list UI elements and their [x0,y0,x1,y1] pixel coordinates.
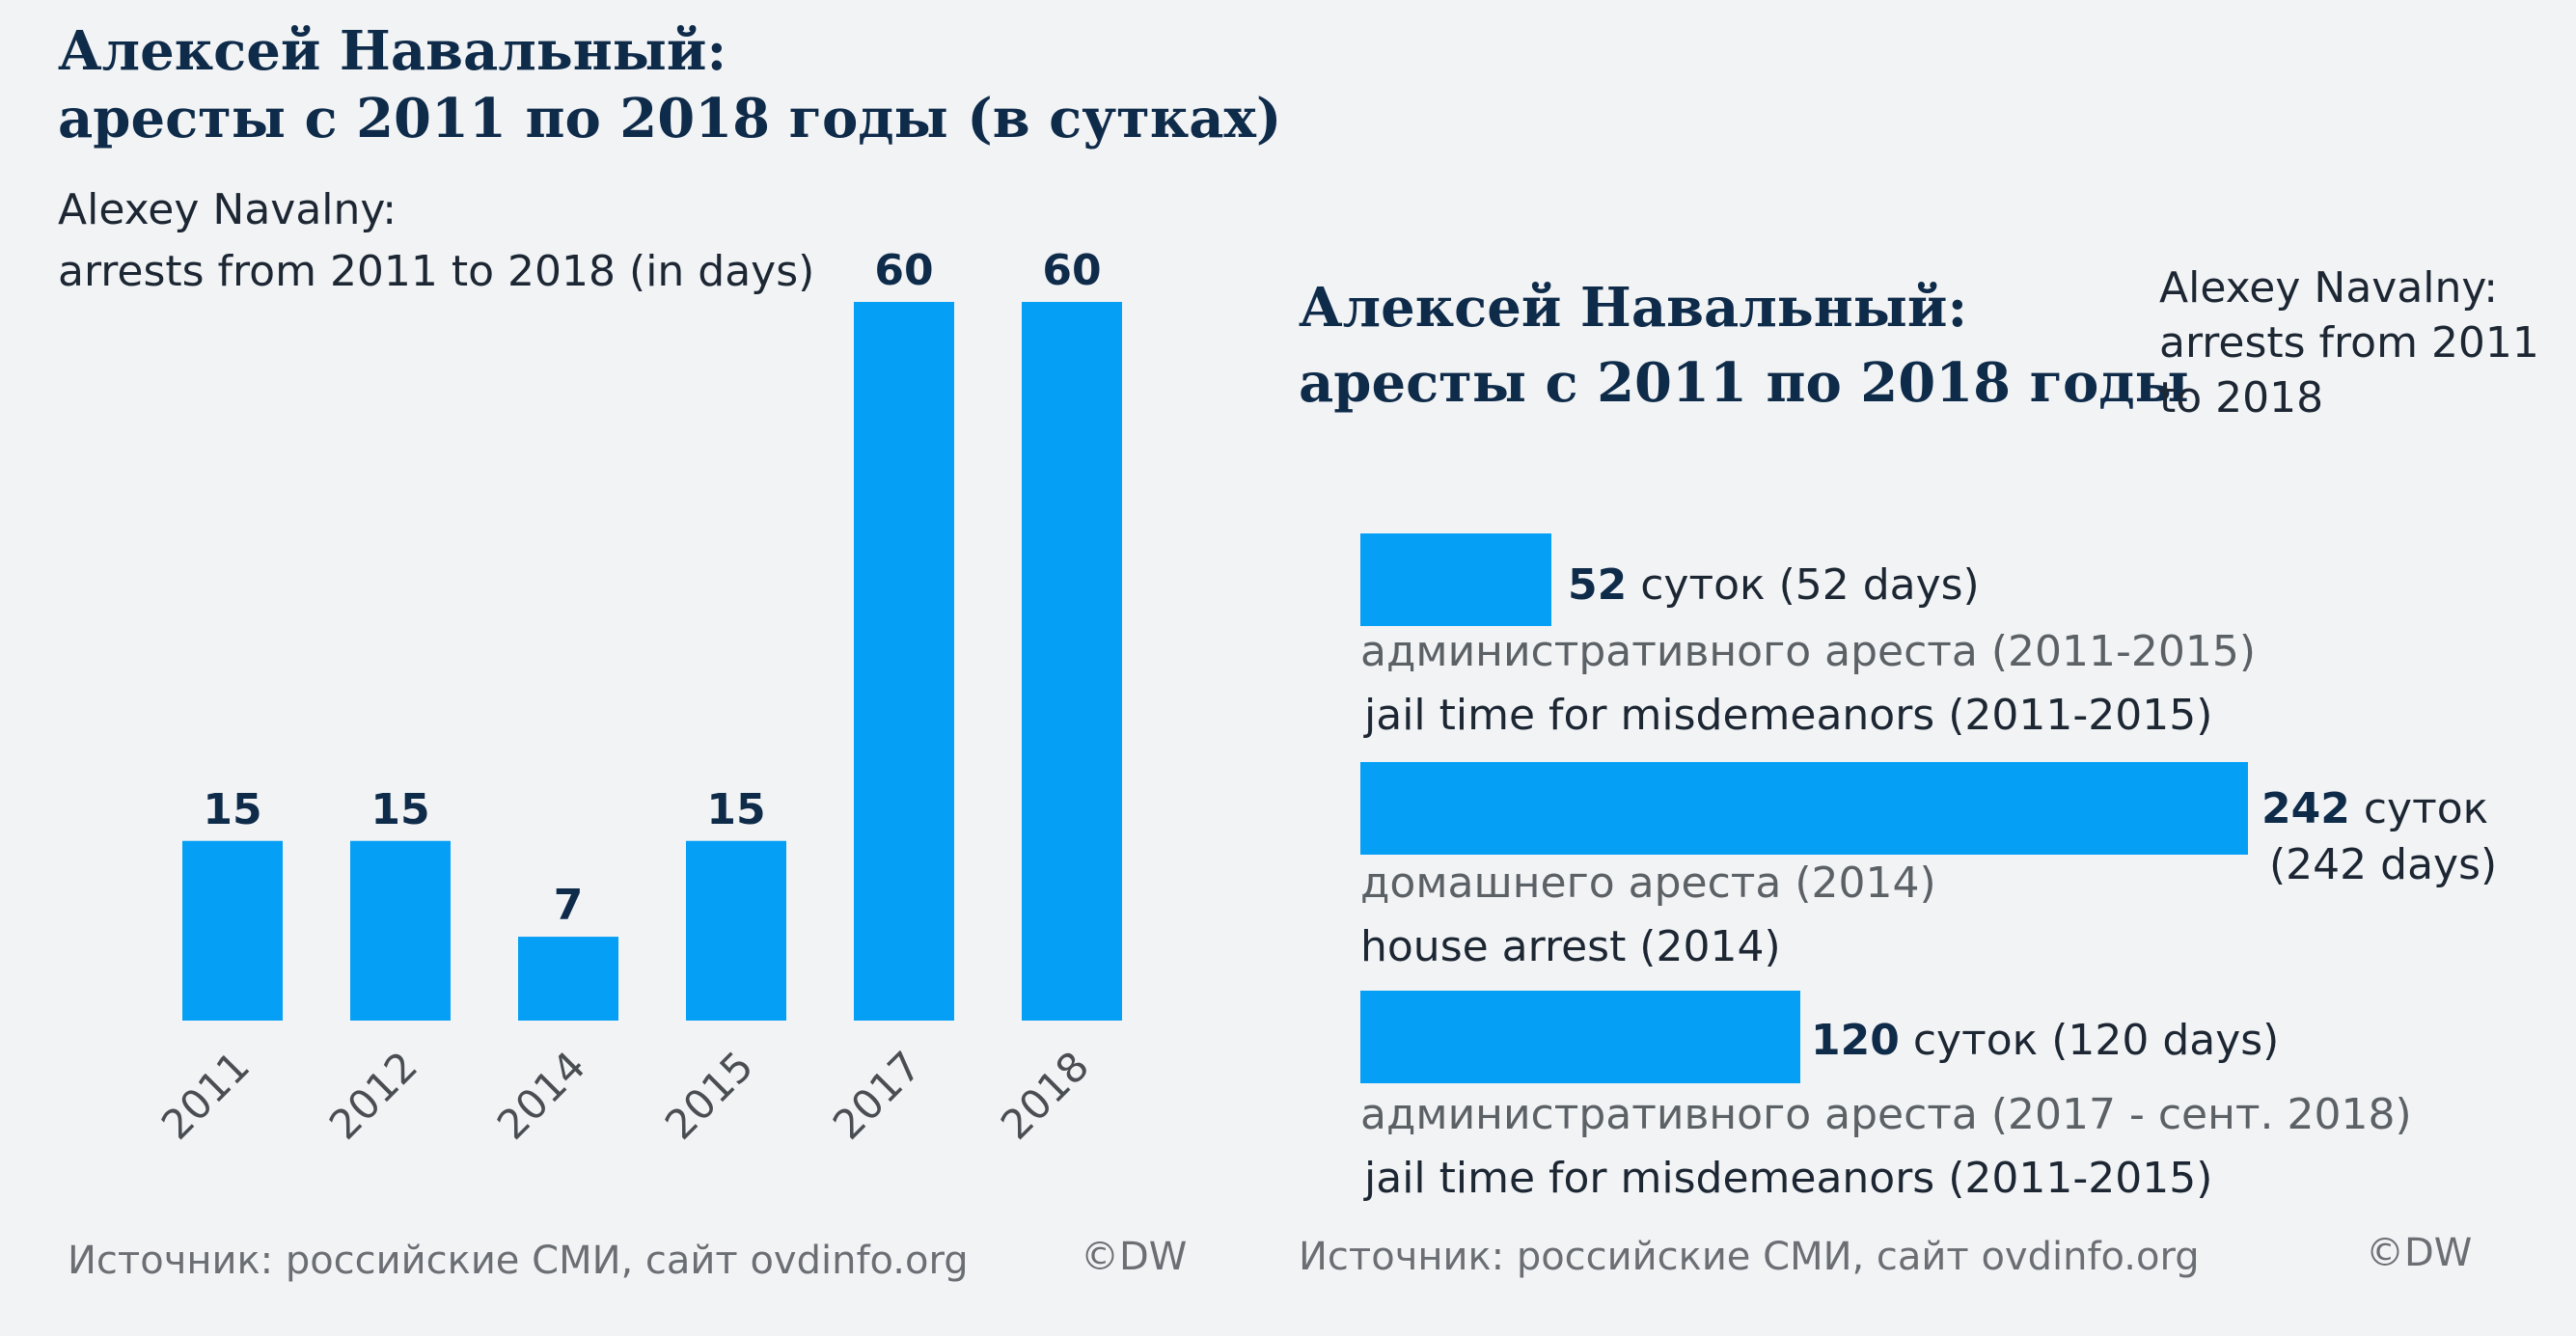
x-tick-label-2017: 2017 [824,1042,930,1148]
left-copyright: ©DW [1081,1235,1188,1279]
bar-2011 [182,840,283,1021]
x-tick-label-2012: 2012 [320,1042,426,1148]
right-subtitle-line1: Alexey Navalny: [2159,263,2499,313]
hbar-1-unit: суток [1627,560,1766,610]
hbar-2-label-ru: домашнего ареста (2014) [1360,859,1936,908]
hbar-3-label-ru: административного ареста (2017 - сент. 2… [1360,1090,2412,1139]
x-tick-label-2018: 2018 [992,1042,1098,1148]
right-copyright: ©DW [2366,1231,2473,1275]
hbar-3-unit: суток [1899,1016,2039,1065]
hbar-3 [1360,991,1801,1083]
hbar-2-unit: суток [2349,784,2489,833]
right-title-line1: Алексей Навальный: [1299,276,1968,340]
vertical-bar-chart: 15 2011 15 2012 7 2014 15 2015 60 2017 60 2018 [152,246,1122,1149]
hbar-3-days: (120 days) [2038,1016,2280,1065]
left-title-line2: аресты с 2011 по 2018 годы (в сутках) [58,87,1282,150]
right-subtitle-line3: to 2018 [2159,373,2324,423]
bar-2015 [686,840,786,1021]
hbar-1 [1360,533,1551,626]
bar-value-label-2014: 7 [554,881,584,930]
hbar-2-days: (242 days) [2269,840,2498,889]
hbar-3-value: 120 [1811,1016,1900,1065]
bar-2014 [518,937,618,1021]
x-tick-label-2011: 2011 [152,1042,259,1148]
right-title-line2: аресты с 2011 по 2018 годы [1299,351,2189,416]
bar-2018 [1022,302,1122,1021]
hbar-1-value: 52 [1568,560,1628,610]
bar-value-label-2015: 15 [706,785,765,834]
bar-2017 [854,302,954,1021]
bar-value-label-2011: 15 [203,785,261,834]
x-tick-label-2014: 2014 [488,1042,594,1148]
hbar-3-label-en: jail time for misdemeanors (2011-2015) [1364,1154,2213,1203]
left-title: Алексей Навальный: аресты с 2011 по 2018… [58,17,1281,152]
left-source: Источник: российские СМИ, сайт ovdinfo.o… [68,1239,969,1283]
left-subtitle-line1: Alexey Navalny: [58,185,397,234]
hbar-2 [1360,762,2248,855]
x-tick-label-2015: 2015 [656,1042,762,1148]
hbar-2-label-en: house arrest (2014) [1360,922,1781,971]
hbar-1-days: (52 days) [1765,560,1980,610]
bar-value-label-2012: 15 [370,785,429,834]
bar-2012 [350,840,451,1021]
hbar-2-value-label: 242 суток [2261,781,2488,836]
hbar-1-value-label: 52 суток (52 days) [1568,558,1980,613]
left-title-line1: Алексей Навальный: [58,19,727,83]
right-title: Алексей Навальный: аресты с 2011 по 2018… [1299,270,2189,422]
right-source: Источник: российские СМИ, сайт ovdinfo.o… [1299,1235,2200,1279]
hbar-1-label-en: jail time for misdemeanors (2011-2015) [1364,691,2213,740]
left-subtitle: Alexey Navalny: arrests from 2011 to 201… [58,179,814,303]
hbar-1-label-ru: административного ареста (2011-2015) [1360,627,2257,676]
left-subtitle-line2: arrests from 2011 to 2018 (in days) [58,246,815,296]
right-subtitle: Alexey Navalny: arrests from 2011 to 201… [2159,260,2539,426]
hbar-2-value: 242 [2261,784,2350,833]
right-subtitle-line2: arrests from 2011 [2159,318,2539,368]
bar-value-label-2018: 60 [1042,246,1101,295]
hbar-3-value-label: 120 суток (120 days) [1811,1013,2279,1068]
bar-value-label-2017: 60 [874,246,933,295]
